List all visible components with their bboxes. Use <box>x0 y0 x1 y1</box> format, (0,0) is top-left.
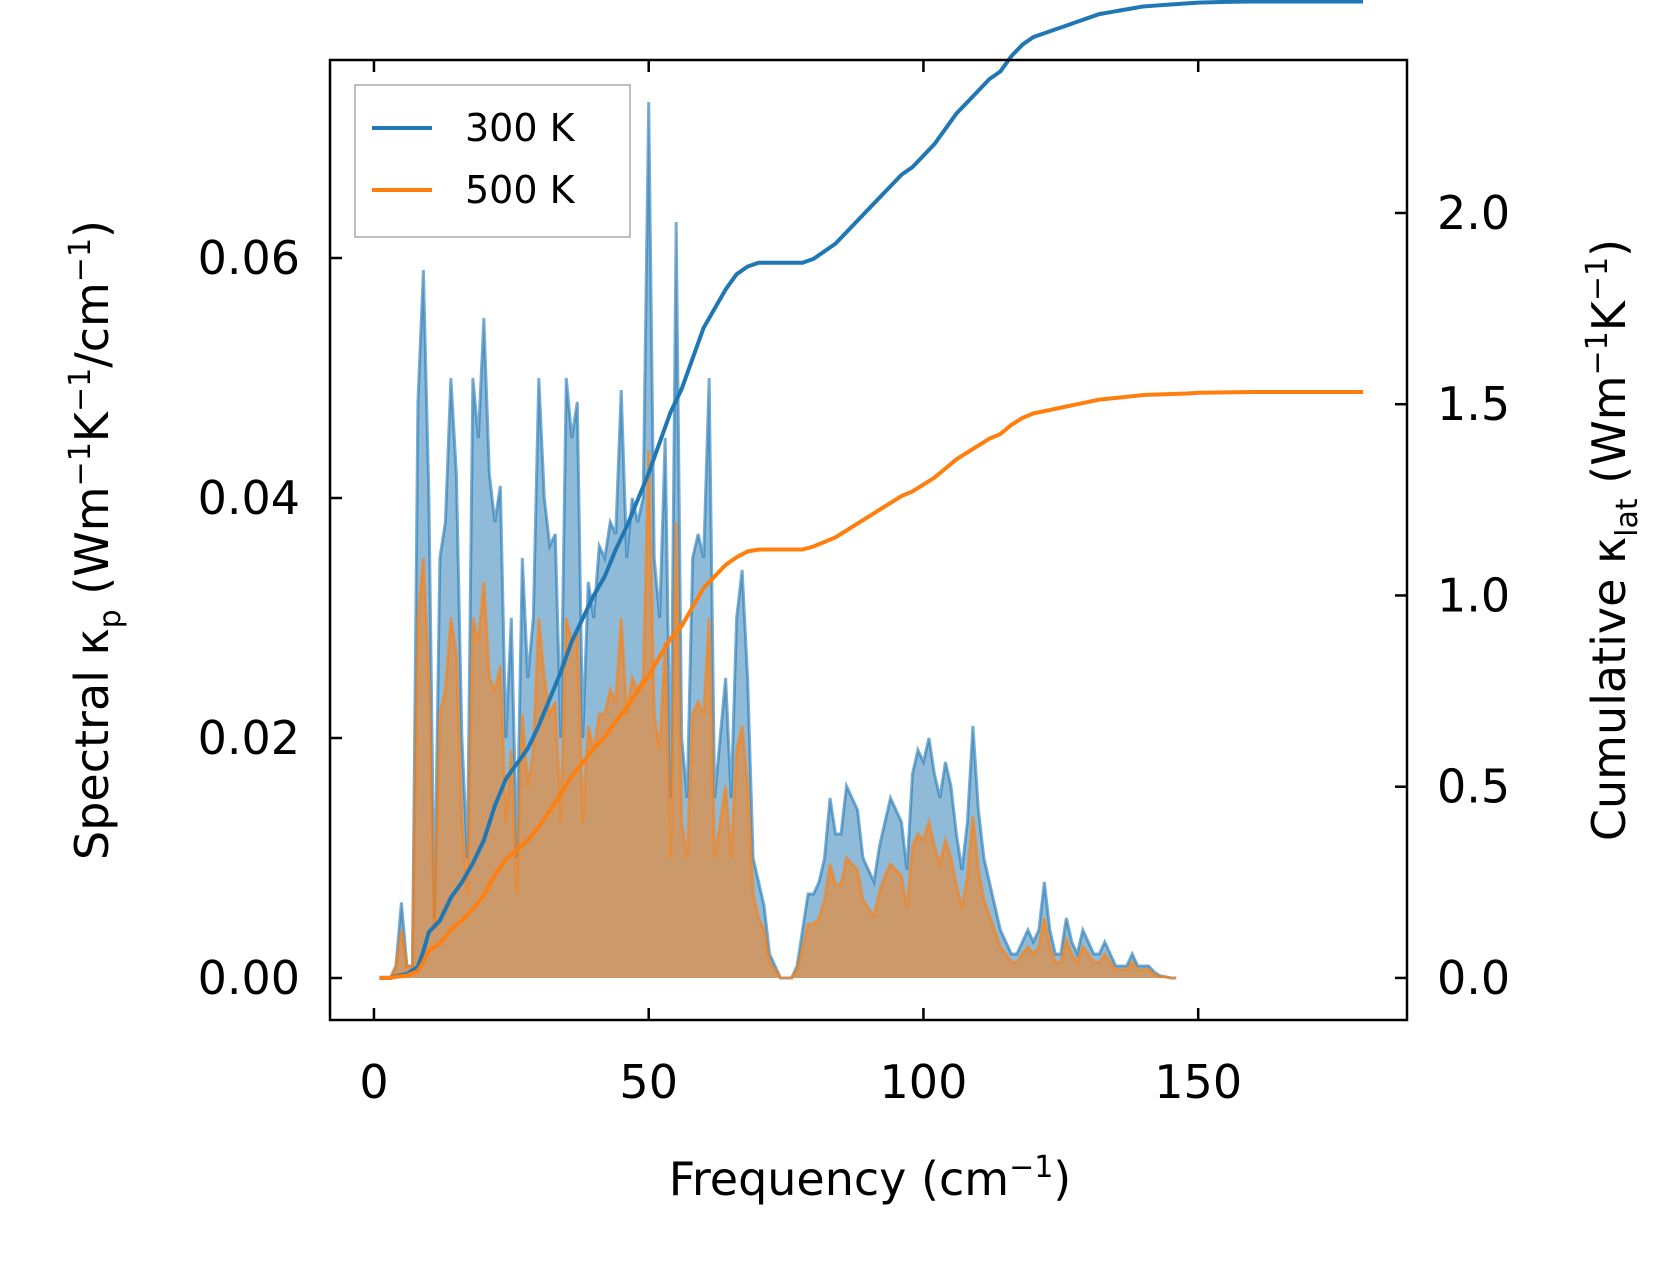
legend-label-300k: 300 K <box>465 106 576 150</box>
y-axis-left-ticks: 0.00 0.02 0.04 0.06 <box>198 231 342 1005</box>
x-axis-title: Frequency (cm−1) <box>669 1150 1072 1206</box>
spectral-line-500k <box>379 449 1177 980</box>
legend: 300 K 500 K <box>354 84 631 238</box>
y-left-tick-label: 0.06 <box>198 231 300 285</box>
plot-frame <box>328 58 1409 1022</box>
x-tick-label: 0 <box>359 1055 388 1109</box>
series-line-layer <box>379 0 1364 980</box>
x-tick-label: 150 <box>1154 1055 1242 1109</box>
x-axis-ticks: 0 50 100 150 <box>359 60 1242 1109</box>
legend-label-500k: 500 K <box>465 168 576 212</box>
y-left-tick-label: 0.02 <box>198 711 300 765</box>
y-left-tick-label: 0.04 <box>198 471 300 525</box>
cumulative-line-500k <box>379 389 1364 980</box>
spectral-fill-layer <box>379 101 1364 980</box>
y-left-tick-label: 0.00 <box>198 951 300 1005</box>
x-tick-label: 50 <box>619 1055 678 1109</box>
y-axis-right-ticks: 0.0 0.5 1.0 1.5 2.0 <box>1395 186 1510 1005</box>
cumulative-line-300k <box>379 0 1364 980</box>
y-axis-right-title: Cumulative κlat (Wm−1K−1) <box>1580 239 1645 841</box>
y-right-tick-label: 1.0 <box>1437 568 1510 622</box>
y-right-tick-label: 0.5 <box>1437 760 1510 814</box>
spectral-area-500k <box>379 450 1364 978</box>
x-tick-label: 100 <box>880 1055 968 1109</box>
y-right-tick-label: 1.5 <box>1437 377 1510 431</box>
y-axis-left-title: Spectral κp (Wm−1K−1/cm−1) <box>63 220 128 860</box>
y-right-tick-label: 0.0 <box>1437 951 1510 1005</box>
y-right-tick-label: 2.0 <box>1437 186 1510 240</box>
legend-frame <box>354 84 631 238</box>
